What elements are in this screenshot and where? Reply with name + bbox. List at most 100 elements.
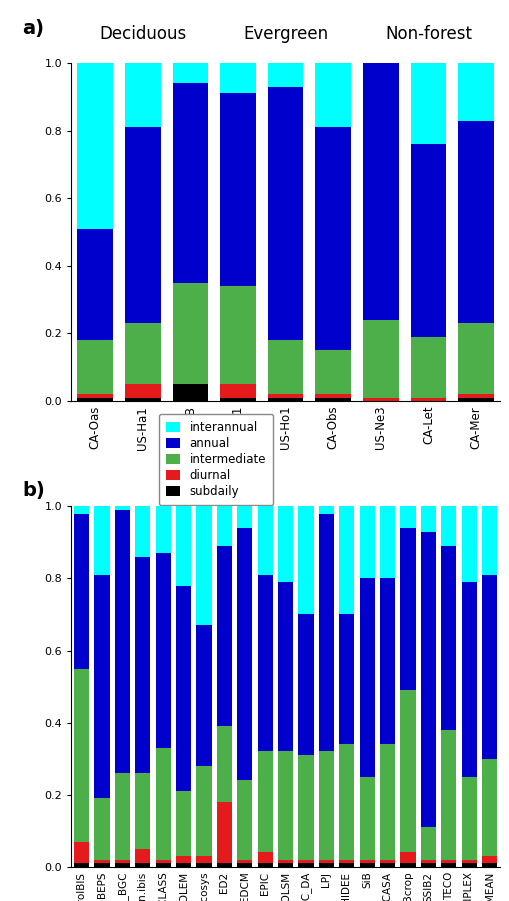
- Bar: [359, 506, 374, 578]
- Bar: [172, 283, 208, 384]
- Bar: [125, 384, 160, 397]
- Bar: [277, 582, 293, 751]
- Bar: [115, 860, 130, 863]
- Bar: [277, 860, 293, 863]
- Bar: [457, 323, 493, 394]
- Bar: [237, 780, 252, 860]
- Bar: [315, 127, 350, 350]
- Bar: [135, 773, 150, 849]
- Bar: [362, 320, 398, 397]
- Bar: [461, 777, 476, 860]
- Bar: [481, 759, 496, 856]
- Bar: [298, 755, 313, 860]
- Bar: [155, 860, 171, 863]
- Bar: [237, 528, 252, 780]
- Bar: [77, 63, 113, 229]
- Bar: [216, 863, 232, 867]
- Bar: [196, 863, 211, 867]
- Bar: [457, 121, 493, 323]
- Bar: [135, 863, 150, 867]
- Bar: [257, 751, 272, 852]
- Bar: [379, 744, 394, 860]
- Bar: [176, 791, 191, 856]
- Bar: [220, 63, 256, 94]
- Bar: [216, 546, 232, 726]
- Bar: [74, 514, 89, 669]
- Bar: [410, 397, 445, 401]
- Bar: [420, 860, 435, 863]
- Bar: [155, 863, 171, 867]
- Bar: [481, 506, 496, 575]
- Bar: [196, 766, 211, 856]
- Bar: [172, 63, 208, 83]
- Bar: [440, 863, 456, 867]
- Bar: [298, 860, 313, 863]
- Bar: [440, 730, 456, 860]
- Bar: [400, 863, 415, 867]
- Bar: [257, 575, 272, 751]
- Bar: [359, 578, 374, 777]
- Bar: [267, 63, 303, 86]
- Bar: [135, 849, 150, 863]
- Bar: [359, 863, 374, 867]
- Bar: [257, 863, 272, 867]
- Bar: [410, 144, 445, 337]
- Bar: [315, 350, 350, 394]
- Bar: [196, 625, 211, 766]
- Bar: [115, 510, 130, 773]
- Bar: [277, 751, 293, 860]
- Bar: [298, 614, 313, 755]
- Bar: [216, 506, 232, 546]
- Bar: [77, 340, 113, 394]
- Bar: [237, 506, 252, 528]
- Text: a): a): [22, 19, 44, 38]
- Bar: [94, 798, 109, 860]
- Text: Evergreen: Evergreen: [243, 25, 327, 42]
- Bar: [115, 863, 130, 867]
- Bar: [338, 863, 354, 867]
- Bar: [359, 860, 374, 863]
- Bar: [379, 506, 394, 578]
- Text: b): b): [22, 481, 45, 500]
- Bar: [74, 842, 89, 863]
- Bar: [216, 726, 232, 802]
- Bar: [318, 863, 333, 867]
- Bar: [379, 860, 394, 863]
- Bar: [176, 856, 191, 863]
- Legend: interannual, annual, intermediate, diurnal, subdaily: interannual, annual, intermediate, diurn…: [159, 414, 273, 505]
- Bar: [220, 384, 256, 397]
- Bar: [318, 860, 333, 863]
- Text: Non-forest: Non-forest: [384, 25, 471, 42]
- Bar: [410, 63, 445, 144]
- Bar: [77, 397, 113, 401]
- Bar: [135, 506, 150, 557]
- Bar: [420, 506, 435, 532]
- Bar: [237, 860, 252, 863]
- Text: Deciduous: Deciduous: [99, 25, 186, 42]
- Bar: [74, 669, 89, 842]
- Bar: [420, 863, 435, 867]
- Bar: [400, 528, 415, 690]
- Bar: [481, 856, 496, 863]
- Bar: [74, 863, 89, 867]
- Bar: [338, 614, 354, 744]
- Bar: [457, 394, 493, 397]
- Bar: [196, 506, 211, 625]
- Bar: [257, 506, 272, 575]
- Bar: [216, 802, 232, 863]
- Bar: [196, 856, 211, 863]
- Bar: [115, 506, 130, 510]
- Bar: [359, 777, 374, 860]
- Bar: [420, 532, 435, 827]
- Bar: [77, 229, 113, 340]
- Bar: [440, 506, 456, 546]
- Bar: [267, 397, 303, 401]
- Bar: [457, 63, 493, 121]
- Bar: [94, 863, 109, 867]
- Bar: [461, 506, 476, 582]
- Bar: [94, 860, 109, 863]
- Bar: [172, 83, 208, 283]
- Bar: [176, 586, 191, 791]
- Bar: [318, 751, 333, 860]
- Bar: [267, 394, 303, 397]
